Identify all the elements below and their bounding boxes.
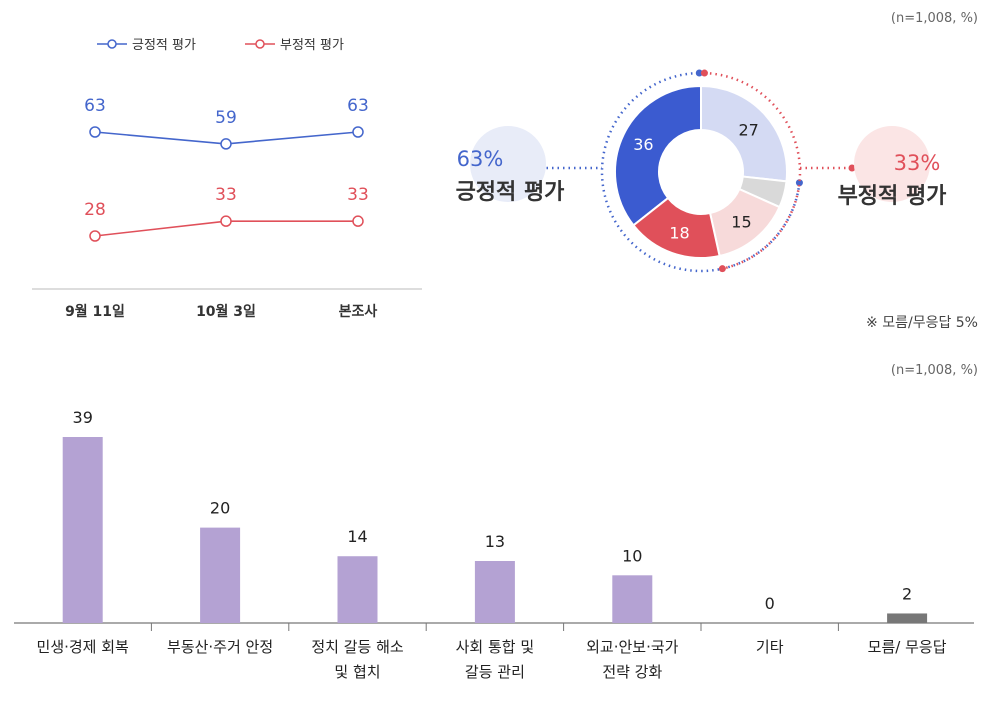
x-tick-label: 전략 강화 [602,663,662,681]
slice-label: 27 [738,120,758,139]
bar-value-label: 10 [622,546,642,565]
positive-arc-dot [695,69,703,77]
positive-bubble [470,126,546,202]
data-label: 33 [347,185,369,205]
data-label: 33 [215,185,237,205]
legend-marker [255,39,265,49]
data-point [89,230,101,242]
bar-value-label: 0 [765,594,775,613]
x-tick-label: 10월 3일 [196,303,256,320]
positive-summary-label: 긍정적 평가 [456,180,565,205]
positive-percent: 63% [457,147,504,171]
x-tick-label: 9월 11일 [65,303,125,320]
donut-slice [614,84,702,227]
evaluation-donut-chart: 36 27 15 18 63% 긍정적 평가 33% 부정적 평가 [456,69,947,273]
donut-slice [632,196,721,259]
legend-marker [107,39,117,49]
connector-dot [848,164,856,172]
data-label: 63 [347,96,369,116]
negative-percent: 33% [894,151,941,175]
bar [612,575,653,623]
x-tick-label: 민생·경제 회복 [37,638,129,656]
trend-line-chart: 긍정적 평가 63 59 63 부정적 평가 28 33 33 9월 11일 10월 3일 본조사 [32,38,422,320]
bar-value-label: 13 [485,532,505,551]
data-point [352,215,364,227]
legend-label: 부정적 평가 [280,38,344,53]
bar-value-label: 2 [902,584,912,603]
bar-value-label: 39 [73,408,93,427]
bar-value-label: 20 [210,499,230,518]
x-tick-label: 및 협치 [334,663,380,681]
x-tick-label: 사회 통합 및 [456,638,535,656]
x-tick-label: 외교·안보·국가 [586,638,679,656]
x-tick-label: 갈등 관리 [465,663,525,681]
positive-dotted-arc [600,71,801,273]
data-label: 59 [215,108,237,128]
bar [200,527,241,623]
bar [62,437,103,623]
positive-arc-dot [795,179,803,187]
x-tick-label: 정치 갈등 해소 [311,638,404,656]
data-point [220,215,232,227]
bar [337,556,378,623]
sample-size-note-bottom: (n=1,008, %) [891,363,978,378]
no-answer-note: ※ 모름/무응답 5% [866,315,978,331]
legend-label: 긍정적 평가 [132,38,196,53]
slice-label: 36 [633,135,653,154]
x-tick-label: 부동산·주거 안정 [167,638,273,656]
bar-value-label: 14 [347,527,367,546]
data-point [89,126,101,138]
negative-arc-dot [700,69,708,77]
legend-item: 부정적 평가 [245,38,344,53]
donut-slice [700,84,788,183]
data-point [352,126,364,138]
data-label: 28 [84,200,106,220]
bar [474,561,515,623]
slice-label: 18 [669,223,689,242]
slice-label: 15 [731,213,751,232]
x-tick-label: 본조사 [339,304,378,320]
x-tick-label: 기타 [756,638,784,656]
negative-bubble [854,126,930,202]
data-point [220,138,232,150]
legend-item: 긍정적 평가 [97,38,196,53]
negative-summary-label: 부정적 평가 [838,184,947,209]
bar [887,613,928,623]
sample-size-note-top: (n=1,008, %) [891,11,978,26]
x-tick-label: 모름/ 무응답 [868,638,947,656]
data-label: 63 [84,96,106,116]
negative-arc-dot [718,265,726,273]
negative-dotted-arc [704,71,802,270]
